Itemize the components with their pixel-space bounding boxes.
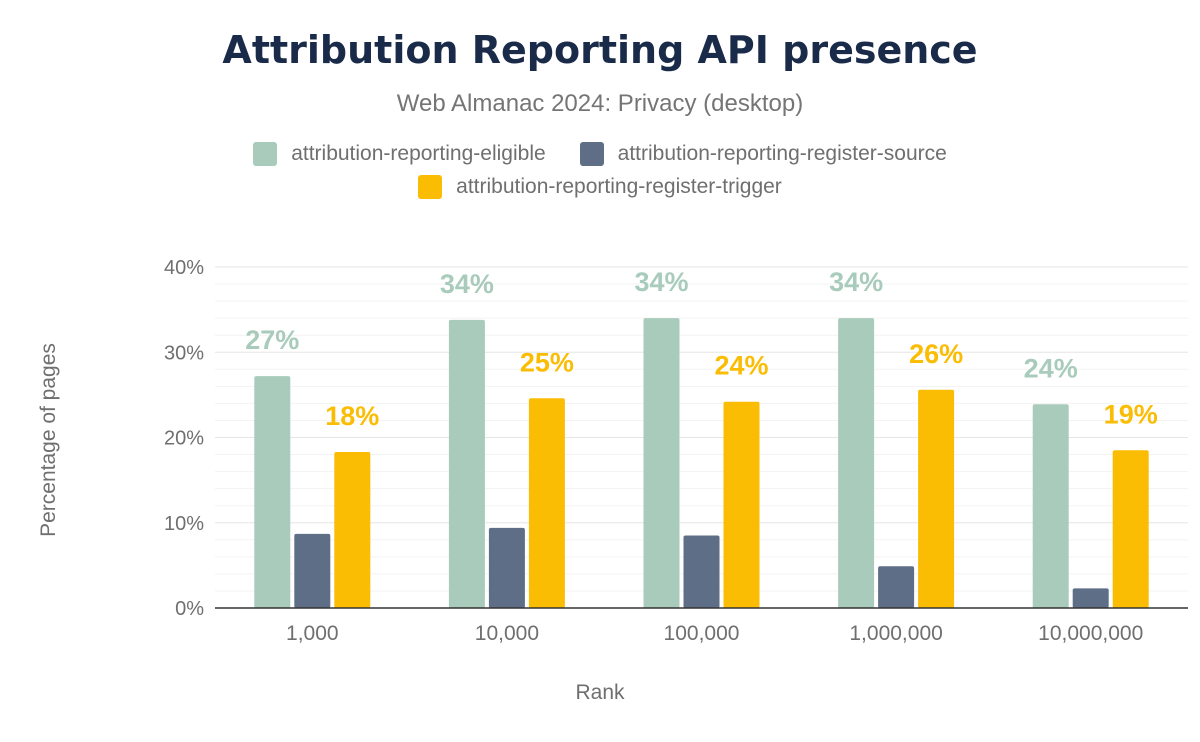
legend-label-register-source: attribution-reporting-register-source: [617, 142, 947, 165]
bar[interactable]: [1072, 588, 1109, 608]
legend-row-1: attribution-reporting-eligible attributi…: [0, 142, 1200, 166]
data-label: 34%: [440, 269, 494, 299]
bar[interactable]: [1032, 404, 1069, 608]
bar[interactable]: [838, 318, 875, 608]
y-tick-label: 10%: [164, 513, 204, 535]
data-label: 18%: [325, 401, 379, 431]
bar[interactable]: [723, 401, 760, 608]
y-tick-label: 30%: [164, 342, 204, 364]
legend-item-register-trigger[interactable]: attribution-reporting-register-trigger: [418, 175, 782, 199]
x-tick-label: 10,000,000: [1038, 622, 1143, 645]
data-label: 19%: [1104, 399, 1158, 429]
x-tick-label: 100,000: [664, 622, 740, 645]
y-tick-label: 40%: [164, 257, 204, 279]
bar[interactable]: [683, 535, 720, 608]
chart-subtitle: Web Almanac 2024: Privacy (desktop): [396, 90, 804, 117]
data-label: 24%: [1024, 353, 1078, 383]
data-label: 26%: [909, 339, 963, 369]
legend-label-register-trigger: attribution-reporting-register-trigger: [456, 175, 782, 198]
bar[interactable]: [918, 389, 955, 608]
data-label: 34%: [829, 267, 883, 297]
data-label: 27%: [245, 325, 299, 355]
y-axis-title: Percentage of pages: [37, 343, 60, 537]
bar[interactable]: [334, 451, 371, 608]
legend-swatch-eligible: [253, 142, 278, 166]
legend-item-register-source[interactable]: attribution-reporting-register-source: [579, 142, 947, 166]
y-tick-label: 0%: [175, 598, 204, 620]
bar[interactable]: [294, 533, 331, 608]
bar[interactable]: [643, 318, 680, 608]
legend-item-eligible[interactable]: attribution-reporting-eligible: [253, 142, 546, 166]
bar[interactable]: [488, 527, 525, 608]
x-tick-label: 1,000: [286, 622, 339, 645]
bar[interactable]: [878, 566, 915, 608]
data-label: 25%: [520, 347, 574, 377]
bar[interactable]: [1112, 450, 1149, 608]
data-label: 24%: [714, 351, 768, 381]
bar[interactable]: [528, 398, 565, 608]
legend-row-2: attribution-reporting-register-trigger: [0, 175, 1200, 199]
data-label: 34%: [634, 267, 688, 297]
legend-label-eligible: attribution-reporting-eligible: [291, 142, 546, 165]
bar[interactable]: [254, 376, 291, 608]
legend-swatch-register-trigger: [418, 175, 443, 199]
chart-title: Attribution Reporting API presence: [222, 28, 978, 72]
y-tick-label: 20%: [164, 428, 204, 450]
legend-swatch-register-source: [579, 142, 604, 166]
x-axis-title: Rank: [575, 681, 625, 704]
x-tick-label: 10,000: [475, 622, 539, 645]
bar[interactable]: [448, 319, 485, 608]
x-tick-label: 1,000,000: [849, 622, 942, 645]
